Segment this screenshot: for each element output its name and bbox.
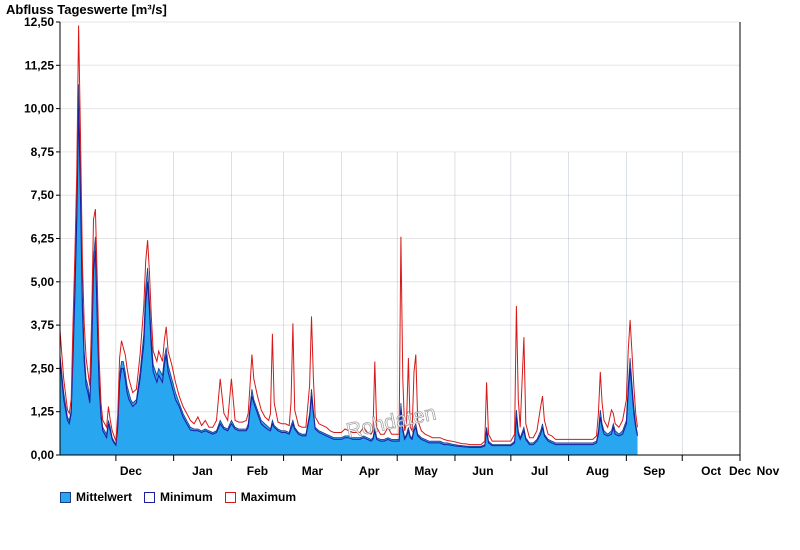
axis-layer: 0,00 1,25 2,50 3,75 5,00 6,25 7,50 8,75 10,00 11,… <box>24 15 780 478</box>
y-tick-label: 5,00 <box>31 275 55 289</box>
series-layer <box>59 25 638 456</box>
y-tick-label: 1,25 <box>31 405 55 419</box>
y-tick-label: 6,25 <box>31 232 55 246</box>
x-tick-label: Dec <box>729 464 751 478</box>
x-tick-label: Oct <box>701 464 721 478</box>
y-tick-label: 2,50 <box>31 361 55 375</box>
y-tick-label: 0,00 <box>31 448 55 462</box>
x-tick-label: Nov <box>757 464 780 478</box>
series-maximum-line <box>59 25 638 446</box>
x-tick-label: Dec <box>120 464 142 478</box>
legend-swatch-mittelwert <box>60 491 71 503</box>
legend-item-mittelwert[interactable]: Mittelwert <box>60 490 132 504</box>
x-tick-label: Apr <box>359 464 380 478</box>
watermark-text: Rohdaten <box>344 401 438 442</box>
legend-label-minimum: Minimum <box>160 490 213 504</box>
legend-label-mittelwert: Mittelwert <box>76 490 133 504</box>
x-tick-label: Mar <box>302 464 324 478</box>
legend-swatch-minimum <box>144 491 156 503</box>
legend-item-maximum[interactable]: Maximum <box>224 490 297 504</box>
legend: Mittelwert Minimum Maximum <box>60 490 296 504</box>
y-tick-label: 11,25 <box>25 58 55 72</box>
legend-item-minimum[interactable]: Minimum <box>144 490 213 504</box>
y-tick-label: 3,75 <box>31 318 55 332</box>
legend-label-maximum: Maximum <box>240 490 297 504</box>
x-tick-label: May <box>414 464 438 478</box>
x-tick-label: Sep <box>643 464 665 478</box>
series-minimum-line <box>59 108 638 448</box>
series-mittelwert-area <box>60 84 638 456</box>
y-tick-label: 12,50 <box>24 15 54 29</box>
series-mittelwert-line <box>59 84 638 447</box>
y-tick-label: 10,00 <box>24 102 54 116</box>
y-tick-label: 8,75 <box>31 145 55 159</box>
x-tick-label: Jun <box>472 464 493 478</box>
y-tick-label: 7,50 <box>31 188 55 202</box>
x-tick-label: Jul <box>531 464 548 478</box>
x-tick-label: Aug <box>586 464 609 478</box>
x-tick-label: Jan <box>192 464 213 478</box>
legend-swatch-maximum <box>224 491 236 503</box>
chart-title: Abfluss Tageswerte [m³/s] <box>6 2 167 17</box>
x-tick-label: Feb <box>247 464 268 478</box>
